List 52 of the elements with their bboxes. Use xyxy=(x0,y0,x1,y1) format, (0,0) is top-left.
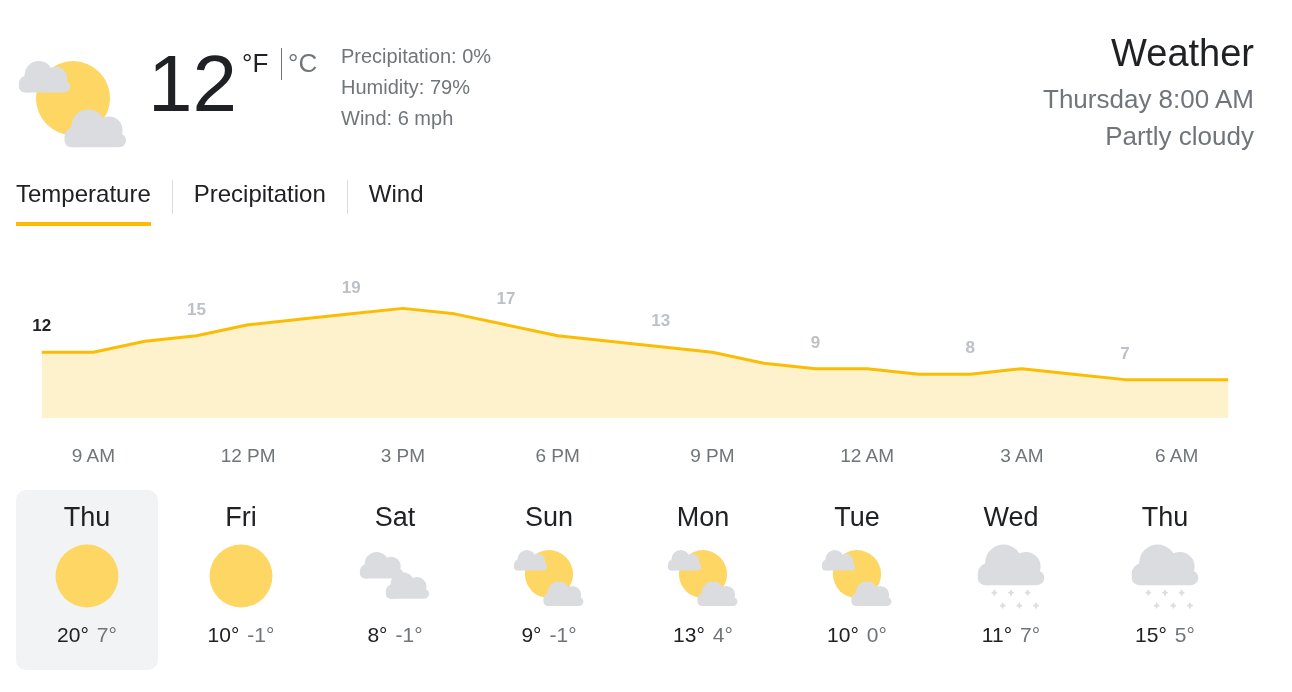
data-label: 8 xyxy=(965,338,976,358)
x-tick-label: 6 AM xyxy=(1154,445,1199,466)
text: 13° xyxy=(673,623,705,646)
data-label: 7 xyxy=(1120,343,1130,363)
text: 5° xyxy=(1174,623,1195,646)
text: °F xyxy=(242,48,269,78)
text: Wind: 6 mph xyxy=(341,107,454,129)
text: 10° xyxy=(207,623,240,646)
x-tick-label: 9 PM xyxy=(690,445,735,466)
text: 12 xyxy=(148,39,237,128)
category-label: Thu xyxy=(1140,502,1190,533)
data-label: 19 xyxy=(341,277,361,297)
category-label: Thu xyxy=(62,502,112,533)
text: Weather xyxy=(1111,32,1254,74)
category-label: Sat xyxy=(373,502,417,533)
text: -1° xyxy=(395,623,423,646)
x-tick-label: 9 AM xyxy=(71,445,116,466)
text: 4° xyxy=(712,623,733,646)
text: -1° xyxy=(247,623,275,646)
category-label: Wed xyxy=(982,502,1040,533)
text: 8° xyxy=(367,623,388,646)
text: 7° xyxy=(1020,623,1041,646)
category-label: Sun xyxy=(523,502,574,533)
text: 9° xyxy=(521,623,542,646)
text: Temperature xyxy=(16,180,151,207)
data-label: 9 xyxy=(810,332,821,352)
category-label: Tue xyxy=(833,502,881,533)
text: Precipitation xyxy=(193,180,326,207)
x-tick-label: 3 AM xyxy=(1000,445,1044,466)
text: 0° xyxy=(866,623,887,646)
data-label: 15 xyxy=(187,299,206,319)
text: -1° xyxy=(549,623,577,646)
text: 15° xyxy=(1135,623,1167,646)
x-tick-label: 3 PM xyxy=(380,445,426,466)
text: Humidity: 79% xyxy=(341,76,470,98)
category-label: Mon xyxy=(675,502,731,533)
text: Thursday 8:00 AM xyxy=(1043,84,1254,114)
text: Partly cloudy xyxy=(1105,121,1254,151)
x-tick-label: 6 PM xyxy=(535,445,580,466)
text: 10° xyxy=(827,623,859,646)
text: 11° xyxy=(981,623,1013,646)
text: °C xyxy=(288,48,318,78)
data-label: 17 xyxy=(496,288,516,308)
x-tick-label: 12 AM xyxy=(840,445,895,466)
text: 20° xyxy=(57,623,89,646)
category-label: Fri xyxy=(224,502,258,533)
data-label: 13 xyxy=(651,310,671,330)
data-label: 12 xyxy=(32,316,52,336)
text: Wind xyxy=(368,180,424,207)
text: 7° xyxy=(96,623,117,646)
x-tick-label: 12 PM xyxy=(220,445,276,466)
text: Precipitation: 0% xyxy=(341,45,492,67)
